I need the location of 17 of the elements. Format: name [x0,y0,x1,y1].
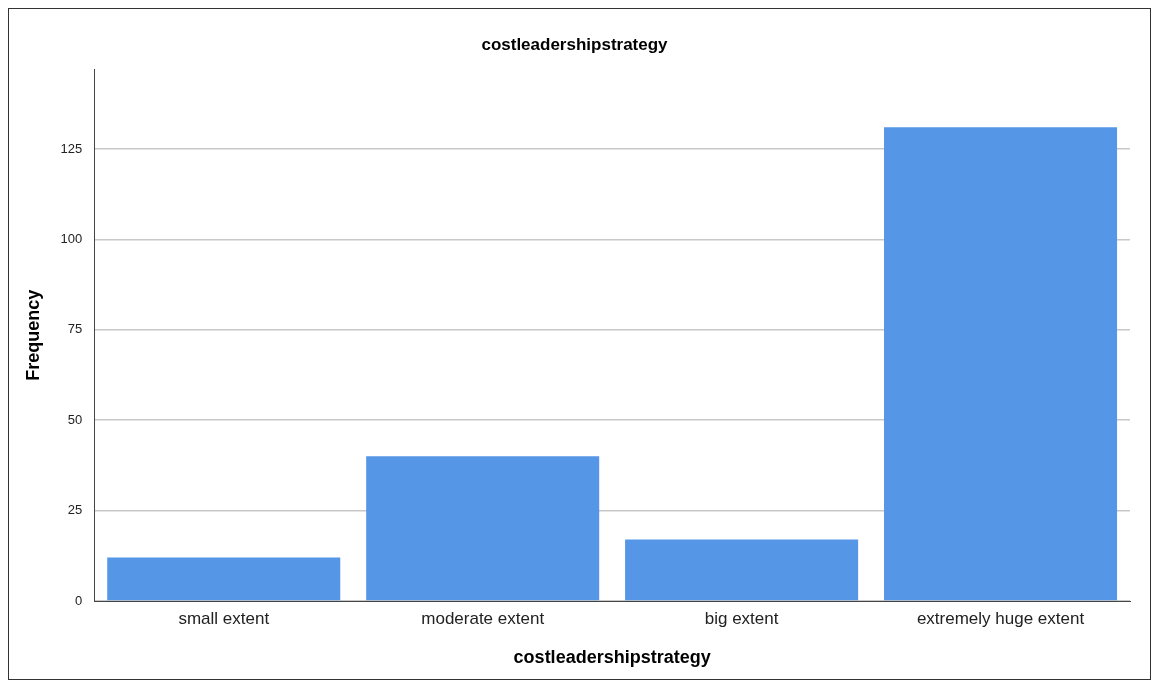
x-tick-label: extremely huge extent [916,608,1085,628]
x-tick-label: moderate extent [421,608,545,628]
bar [884,127,1118,601]
y-tick-label: 0 [75,592,83,608]
bar [366,456,600,601]
x-tick-label: small extent [178,608,270,628]
y-tick-label: 50 [67,411,83,427]
bar [107,557,341,601]
y-tick-label: 25 [67,502,83,518]
y-tick-label: 75 [67,321,83,337]
chart-title: costleadershipstrategy [481,34,669,54]
bar [625,539,859,601]
x-axis-title: costleadershipstrategy [513,647,711,668]
y-axis-title: Frequency [22,289,43,381]
x-tick-label: big extent [704,608,779,628]
y-tick-label: 125 [60,140,83,156]
y-tick-label: 100 [60,230,83,246]
